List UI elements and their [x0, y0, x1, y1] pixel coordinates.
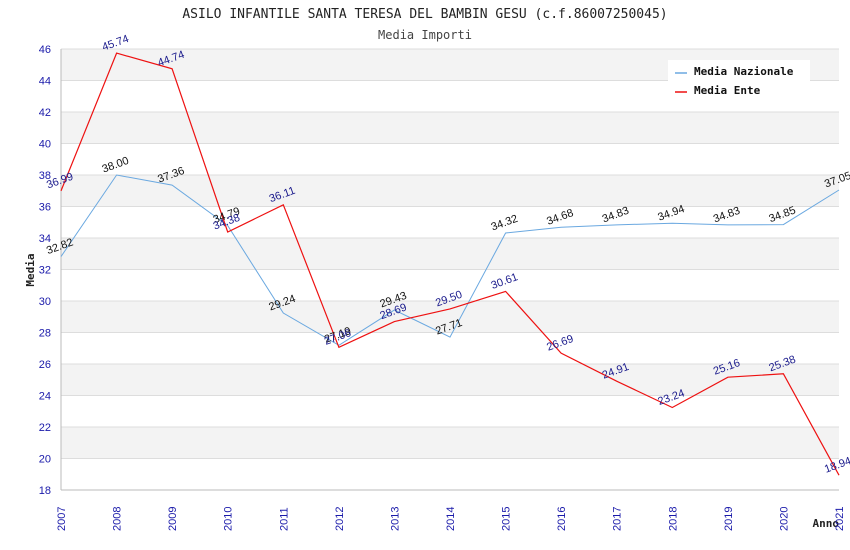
x-tick-labels: 2007 2008 2009 2010 2011 2012 2013 2014 2015 2016…: [56, 507, 846, 531]
y-tick-label: 22: [39, 422, 51, 434]
x-tick-label: 2013: [389, 507, 401, 531]
x-tick-label: 2009: [167, 507, 179, 531]
y-tick-label: 40: [39, 139, 51, 151]
x-tick-label: 2010: [223, 507, 235, 531]
chart-subtitle: Media Importi: [378, 28, 472, 42]
y-tick-label: 26: [39, 359, 51, 371]
y-axis-label: Media: [24, 253, 37, 286]
grid-band: [61, 364, 839, 396]
legend: Media Nazionale Media Ente: [668, 60, 810, 102]
axes: [60, 49, 839, 491]
y-tick-label: 36: [39, 202, 51, 214]
grid-band: [61, 238, 839, 270]
x-axis-label: Anno: [813, 517, 840, 530]
x-tick-label: 2016: [556, 507, 568, 531]
x-tick-label: 2017: [612, 507, 624, 531]
series-line-nazionale: [60, 174, 840, 346]
data-label-nazionale: 34.83: [712, 205, 742, 226]
y-tick-label: 38: [39, 170, 51, 182]
data-label-nazionale: 34.32: [490, 213, 520, 234]
grid-band: [61, 427, 839, 459]
x-tick-label: 2012: [334, 507, 346, 531]
x-tick-label: 2014: [445, 507, 457, 531]
data-label-nazionale: 34.83: [601, 205, 631, 226]
y-tick-label: 24: [39, 391, 51, 403]
y-tick-label: 34: [39, 233, 51, 245]
y-tick-label: 42: [39, 107, 51, 119]
x-tick-label: 2015: [501, 507, 513, 531]
grid-band: [61, 175, 839, 207]
data-label-nazionale: 34.85: [767, 204, 797, 225]
legend-box: [668, 60, 810, 102]
x-tick-label: 2011: [278, 507, 290, 531]
y-tick-label: 32: [39, 265, 51, 277]
legend-label-ente: Media Ente: [694, 84, 761, 97]
y-tick-label: 18: [39, 485, 51, 497]
grid-band: [61, 301, 839, 333]
x-tick-label: 2020: [778, 507, 790, 531]
x-tick-label: 2019: [723, 507, 735, 531]
legend-label-nazionale: Media Nazionale: [694, 65, 794, 78]
grid-band: [61, 112, 839, 144]
series-lines: [60, 52, 840, 476]
data-label-nazionale: 34.68: [545, 207, 575, 228]
y-tick-label: 44: [39, 76, 51, 88]
x-tick-label: 2021: [834, 507, 846, 531]
data-label-ente: 30.61: [490, 271, 520, 292]
y-tick-labels: 18 20 22 24 26 28 30 32 34 36 38 40 42 44 46: [39, 44, 51, 497]
y-tick-label: 28: [39, 328, 51, 340]
chart-title: ASILO INFANTILE SANTA TERESA DEL BAMBIN …: [182, 7, 667, 22]
series-line-ente: [60, 52, 840, 476]
data-label-nazionale: 38.00: [101, 155, 131, 176]
x-tick-label: 2008: [112, 507, 124, 531]
x-tick-label: 2007: [56, 507, 68, 531]
y-tick-label: 46: [39, 44, 51, 56]
data-label-ente: 26.69: [545, 333, 575, 354]
x-tick-label: 2018: [667, 507, 679, 531]
y-tick-label: 20: [39, 454, 51, 466]
y-tick-label: 30: [39, 296, 51, 308]
plot-background-bands: [61, 49, 839, 459]
